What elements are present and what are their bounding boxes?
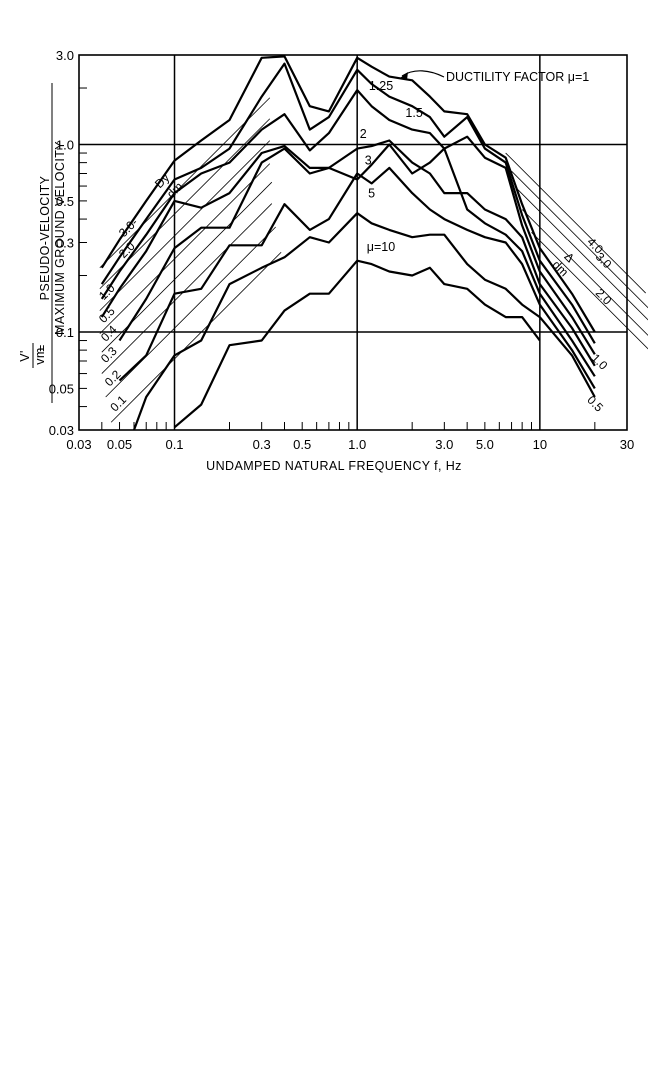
series-line-mu-10 <box>132 212 596 430</box>
series-line-mu-1-25 <box>100 62 596 344</box>
y-axis-title: PSEUDO-VELOCITY MAXIMUM GROUND VELOCITY … <box>18 83 67 403</box>
ductility-annotation: DUCTILITY FACTOR μ=1 <box>400 70 589 84</box>
diag-label-right: 2.0 <box>593 286 615 308</box>
y-axis-title-top: PSEUDO-VELOCITY <box>38 175 52 300</box>
x-tick-label: 0.3 <box>253 437 271 452</box>
diag-line-right <box>516 188 648 321</box>
diag-line-left <box>105 226 276 398</box>
y-tick-label: 0.05 <box>49 381 74 396</box>
diag-line-left <box>99 97 271 269</box>
x-tick-label: 0.03 <box>66 437 91 452</box>
y-axis-title-bottom: MAXIMUM GROUND VELOCITY <box>53 141 67 335</box>
curve-label-mu-10: μ=10 <box>367 240 395 254</box>
diag-line-right <box>521 209 648 336</box>
x-tick-label: 3.0 <box>435 437 453 452</box>
y-tick-label: 0.5 <box>56 194 74 209</box>
x-tick-label: 5.0 <box>476 437 494 452</box>
series-line-mu-2 <box>100 139 596 367</box>
labels: 0.03 0.05 0.1 0.3 0.5 1.0 3.0 5.0 10 30 3.0 1.0 0.5 0… <box>49 48 635 452</box>
curve-label-mu-1-5: 1.5 <box>405 106 422 120</box>
ductility-annotation-arrow <box>401 70 445 78</box>
ductility-annotation-text: DUCTILITY FACTOR μ=1 <box>446 70 589 84</box>
diag-line-left <box>101 203 273 374</box>
curve-label-mu-1-25: 1.25 <box>369 79 393 93</box>
x-tick-label: 1.0 <box>348 437 366 452</box>
y-tick-label: 1.0 <box>56 137 74 152</box>
series-line-mu-1-5 <box>100 89 596 355</box>
x-tick-label: 0.1 <box>165 437 183 452</box>
diag-line-left <box>99 140 271 311</box>
diag-line-right <box>531 232 648 350</box>
y-axis-title-v-prime: V' <box>18 350 32 362</box>
series-layer <box>100 55 596 430</box>
diag-label-left: 0.3 <box>98 344 120 366</box>
series-line-mu-3 <box>118 143 596 377</box>
y-axis-title-equals: = <box>35 344 49 352</box>
x-tick-label: 0.5 <box>293 437 311 452</box>
series-line-mu-1 <box>100 55 596 333</box>
x-tick-label: 0.05 <box>107 437 132 452</box>
x-axis-title: UNDAMPED NATURAL FREQUENCY f, Hz <box>206 459 462 473</box>
ticks <box>79 87 596 430</box>
series-line-mu-0-1 <box>173 259 541 429</box>
ductility-annotation-arrowhead <box>400 72 408 80</box>
diag-label-left: 0.1 <box>107 392 129 414</box>
diag-line-left <box>110 251 282 423</box>
diag-line-right <box>511 170 648 309</box>
x-tick-label: 10 <box>533 437 547 452</box>
y-tick-label: 0.1 <box>56 325 74 340</box>
curve-label-mu-3: 3 <box>365 154 372 168</box>
y-tick-label: 0.03 <box>49 423 74 438</box>
series-line-mu-5 <box>118 166 596 389</box>
y-tick-label: 0.3 <box>56 236 74 251</box>
y-axis-title-vm: vm <box>33 347 47 364</box>
curve-label-mu-2: 2 <box>360 127 367 141</box>
x-tick-label: 30 <box>620 437 634 452</box>
grid <box>79 55 627 430</box>
diag-label-left: 0.4 <box>98 322 120 344</box>
curve-label-mu-5: 5 <box>368 187 375 201</box>
y-tick-label: 3.0 <box>56 48 74 63</box>
diag-line-right <box>505 152 646 294</box>
diag-line-left <box>99 163 271 334</box>
